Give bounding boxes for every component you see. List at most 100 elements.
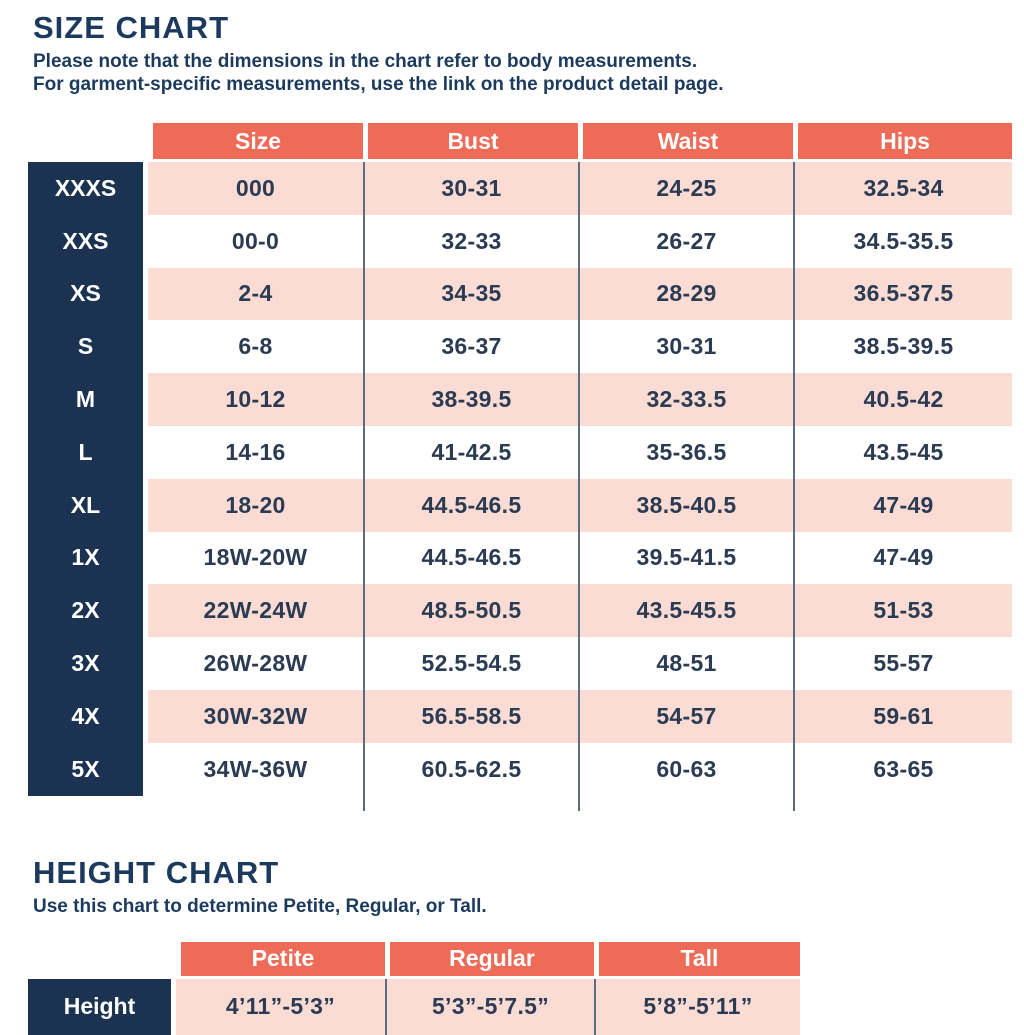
size-row-label: 4X: [28, 689, 148, 743]
size-chart-subtitle-line1: Please note that the dimensions in the c…: [33, 51, 698, 72]
size-cell: 30-31: [363, 162, 578, 215]
size-column-header-hips: Hips: [793, 123, 1012, 159]
size-cell: 34W-36W: [148, 742, 363, 796]
size-cell: 43.5-45.5: [578, 584, 793, 638]
size-table-header-corner: [28, 123, 148, 159]
height-chart-title: HEIGHT CHART: [33, 854, 280, 890]
separator-tail: [363, 795, 578, 811]
size-cell: 38.5-39.5: [793, 320, 1012, 374]
separator-tail: [578, 795, 793, 811]
size-cell: 36.5-37.5: [793, 267, 1012, 321]
size-cell: 32-33.5: [578, 373, 793, 426]
size-cell: 60-63: [578, 742, 793, 796]
height-table-row: Height 4’11”-5’3” 5’3”-5’7.5” 5’8”-5’11”: [28, 978, 800, 1035]
size-cell: 41-42.5: [363, 425, 578, 479]
size-cell: 00-0: [148, 214, 363, 268]
size-cell: 28-29: [578, 267, 793, 321]
size-cell: 30-31: [578, 320, 793, 374]
size-cell: 18-20: [148, 478, 363, 532]
size-cell: 36-37: [363, 320, 578, 374]
size-cell: 56.5-58.5: [363, 689, 578, 743]
size-cell: 47-49: [793, 531, 1012, 585]
size-table-header: Size Bust Waist Hips: [28, 123, 1012, 159]
size-chart-subtitle: Please note that the dimensions in the c…: [33, 50, 1024, 96]
size-cell: 10-12: [148, 373, 363, 426]
size-row-label: XXS: [28, 214, 148, 268]
height-cell-regular: 5’3”-5’7.5”: [385, 978, 594, 1035]
height-column-header-petite: Petite: [176, 941, 385, 976]
separator-tail: [148, 795, 363, 811]
size-cell: 59-61: [793, 689, 1012, 743]
size-cell: 26-27: [578, 214, 793, 268]
size-cell: 48.5-50.5: [363, 584, 578, 638]
size-row-label: XS: [28, 267, 148, 321]
size-table-row: XS 2-4 34-35 28-29 36.5-37.5: [28, 267, 1012, 321]
size-chart-title: SIZE CHART: [33, 10, 229, 45]
size-table: Size Bust Waist Hips XXXS 000 30-31 24-25 32…: [28, 123, 1012, 811]
size-row-label: XL: [28, 478, 148, 532]
size-table-row: 4X 30W-32W 56.5-58.5 54-57 59-61: [28, 689, 1012, 743]
size-chart-subtitle-line2: For garment-specific measurements, use t…: [33, 74, 724, 95]
size-row-label: 1X: [28, 531, 148, 585]
size-row-label: 3X: [28, 637, 148, 690]
size-cell: 32.5-34: [793, 162, 1012, 215]
size-table-row: S 6-8 36-37 30-31 38.5-39.5: [28, 320, 1012, 374]
size-column-header-bust: Bust: [363, 123, 578, 159]
size-cell: 32-33: [363, 214, 578, 268]
size-cell: 47-49: [793, 478, 1012, 532]
size-cell: 14-16: [148, 425, 363, 479]
height-table-header: Petite Regular Tall: [28, 941, 800, 976]
height-table: Petite Regular Tall Height 4’11”-5’3” 5’…: [28, 941, 800, 1035]
size-cell: 18W-20W: [148, 531, 363, 585]
size-table-row: M 10-12 38-39.5 32-33.5 40.5-42: [28, 373, 1012, 426]
size-table-row: L 14-16 41-42.5 35-36.5 43.5-45: [28, 425, 1012, 479]
size-table-row: XXXS 000 30-31 24-25 32.5-34: [28, 162, 1012, 215]
size-cell: 44.5-46.5: [363, 531, 578, 585]
size-row-label: M: [28, 373, 148, 426]
size-column-header-waist: Waist: [578, 123, 793, 159]
size-cell: 60.5-62.5: [363, 742, 578, 796]
size-cell: 35-36.5: [578, 425, 793, 479]
size-cell: 34.5-35.5: [793, 214, 1012, 268]
size-table-separator-tails: [28, 795, 1012, 811]
height-table-header-corner: [28, 942, 176, 976]
size-cell: 24-25: [578, 162, 793, 215]
size-cell: 39.5-41.5: [578, 531, 793, 585]
size-cell: 52.5-54.5: [363, 637, 578, 690]
size-cell: 30W-32W: [148, 689, 363, 743]
size-row-label: L: [28, 425, 148, 479]
size-cell: 54-57: [578, 689, 793, 743]
size-table-row: 3X 26W-28W 52.5-54.5 48-51 55-57: [28, 637, 1012, 690]
size-cell: 44.5-46.5: [363, 478, 578, 532]
size-table-row: 1X 18W-20W 44.5-46.5 39.5-41.5 47-49: [28, 531, 1012, 585]
size-cell: 55-57: [793, 637, 1012, 690]
size-cell: 26W-28W: [148, 637, 363, 690]
separator-tail-corner: [28, 795, 148, 811]
height-column-header-tall: Tall: [594, 941, 800, 976]
size-row-label: 5X: [28, 742, 148, 796]
size-cell: 48-51: [578, 637, 793, 690]
size-cell: 22W-24W: [148, 584, 363, 638]
size-cell: 000: [148, 162, 363, 215]
size-row-label: 2X: [28, 584, 148, 638]
size-cell: 51-53: [793, 584, 1012, 638]
height-row-label: Height: [28, 978, 176, 1035]
size-row-label: XXXS: [28, 162, 148, 215]
size-table-row: 2X 22W-24W 48.5-50.5 43.5-45.5 51-53: [28, 584, 1012, 638]
size-table-row: XXS 00-0 32-33 26-27 34.5-35.5: [28, 214, 1012, 268]
size-cell: 43.5-45: [793, 425, 1012, 479]
height-column-header-regular: Regular: [385, 941, 594, 976]
size-cell: 40.5-42: [793, 373, 1012, 426]
size-row-label: S: [28, 320, 148, 374]
height-chart-subtitle: Use this chart to determine Petite, Regu…: [33, 895, 487, 917]
height-cell-tall: 5’8”-5’11”: [594, 978, 800, 1035]
size-column-header-size: Size: [148, 123, 363, 159]
size-cell: 6-8: [148, 320, 363, 374]
size-table-body: XXXS 000 30-31 24-25 32.5-34 XXS 00-0 32-33 26-2…: [28, 162, 1012, 796]
height-cell-petite: 4’11”-5’3”: [176, 978, 385, 1035]
size-cell: 38-39.5: [363, 373, 578, 426]
size-cell: 34-35: [363, 267, 578, 321]
size-cell: 38.5-40.5: [578, 478, 793, 532]
size-table-row: XL 18-20 44.5-46.5 38.5-40.5 47-49: [28, 478, 1012, 532]
